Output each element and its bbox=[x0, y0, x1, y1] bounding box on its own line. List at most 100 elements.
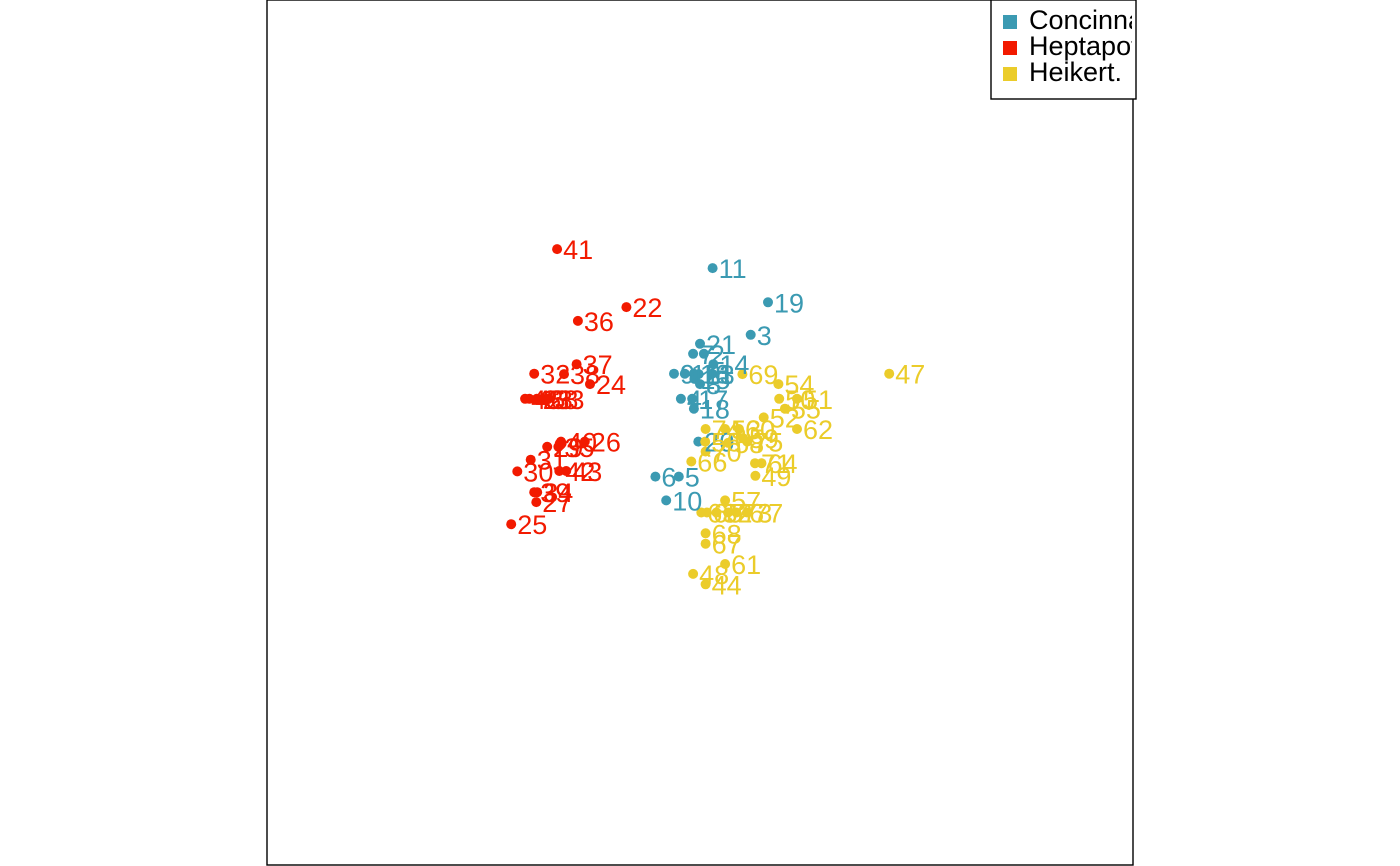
data-point bbox=[792, 393, 802, 404]
point-label: 39 bbox=[540, 478, 570, 508]
data-point bbox=[669, 368, 679, 379]
point-label: 55 bbox=[791, 395, 821, 425]
point-label: 46 bbox=[535, 385, 565, 415]
data-point bbox=[506, 519, 517, 530]
data-point bbox=[884, 368, 895, 379]
point-label: 63 bbox=[707, 499, 737, 529]
point-label: 62 bbox=[803, 415, 833, 445]
data-point bbox=[773, 379, 784, 390]
point-label: 74 bbox=[712, 415, 742, 445]
point-label: 25 bbox=[517, 510, 547, 540]
data-point bbox=[679, 368, 690, 379]
point-label: 26 bbox=[591, 428, 621, 458]
data-point bbox=[700, 528, 711, 539]
data-point bbox=[529, 368, 540, 379]
point-label: 48 bbox=[699, 560, 729, 590]
point-label: 27 bbox=[542, 488, 572, 518]
data-point bbox=[711, 507, 722, 518]
point-label: 45 bbox=[531, 385, 561, 415]
data-point bbox=[621, 302, 632, 313]
point-label: 20 bbox=[704, 428, 734, 458]
point-label: 33 bbox=[555, 385, 585, 415]
point-label: 32 bbox=[540, 360, 570, 390]
data-point bbox=[742, 436, 753, 447]
data-point bbox=[720, 424, 731, 434]
data-point bbox=[774, 393, 785, 404]
point-label: 65 bbox=[713, 499, 743, 529]
point-label: 50 bbox=[785, 385, 815, 415]
point-label: 57 bbox=[731, 486, 761, 516]
data-point bbox=[695, 338, 705, 349]
data-point bbox=[554, 466, 565, 476]
point-label: 71 bbox=[761, 449, 791, 479]
data-point bbox=[572, 315, 583, 326]
point-label: 6 bbox=[661, 463, 676, 493]
legend-swatch bbox=[1003, 15, 1017, 29]
data-point bbox=[542, 441, 553, 452]
points-layer bbox=[506, 244, 895, 590]
point-label: 7 bbox=[699, 340, 714, 370]
legend-swatch bbox=[1003, 41, 1017, 55]
data-point bbox=[745, 329, 756, 340]
data-point bbox=[688, 368, 699, 379]
data-point bbox=[661, 495, 672, 506]
point-label: 3 bbox=[757, 321, 772, 351]
point-label: 2 bbox=[710, 340, 725, 370]
point-label: 28 bbox=[548, 385, 578, 415]
data-point bbox=[688, 568, 699, 579]
data-point bbox=[585, 379, 595, 390]
data-point bbox=[531, 497, 542, 508]
point-label: 49 bbox=[761, 462, 791, 492]
data-point bbox=[750, 458, 760, 469]
point-label: 15 bbox=[700, 365, 730, 395]
point-label: 8 bbox=[706, 370, 721, 400]
data-point bbox=[673, 471, 684, 482]
point-label: 75 bbox=[753, 428, 783, 458]
point-label: 77 bbox=[753, 499, 783, 529]
data-point bbox=[701, 507, 712, 518]
data-point bbox=[700, 579, 711, 590]
point-label: 53 bbox=[731, 415, 761, 445]
point-label: 38 bbox=[570, 360, 600, 390]
point-label: 47 bbox=[895, 360, 925, 390]
data-point bbox=[543, 393, 554, 404]
data-point bbox=[700, 436, 711, 447]
data-point bbox=[737, 369, 748, 380]
point-label: 11 bbox=[719, 254, 747, 284]
point-label: 44 bbox=[712, 570, 742, 600]
data-point bbox=[688, 403, 699, 414]
point-label: 21 bbox=[706, 330, 736, 360]
data-point bbox=[650, 471, 661, 482]
data-point bbox=[561, 466, 572, 476]
data-point bbox=[723, 507, 734, 518]
data-point bbox=[675, 393, 686, 404]
point-label: 5 bbox=[685, 463, 700, 493]
data-point bbox=[524, 393, 535, 404]
point-label: 22 bbox=[632, 293, 662, 323]
data-point bbox=[556, 436, 566, 447]
data-point bbox=[700, 446, 711, 457]
point-label: 19 bbox=[774, 288, 804, 318]
point-label: 40 bbox=[567, 428, 597, 458]
data-point bbox=[698, 348, 709, 359]
point-label: 64 bbox=[768, 449, 798, 479]
data-point bbox=[529, 487, 540, 498]
point-label: 69 bbox=[748, 360, 778, 390]
legend-swatch bbox=[1003, 67, 1017, 81]
point-label: 12 bbox=[691, 360, 721, 390]
point-label: 70 bbox=[712, 438, 742, 468]
point-label: 56 bbox=[711, 428, 741, 458]
data-point bbox=[707, 368, 718, 379]
point-label: 67 bbox=[712, 530, 742, 560]
data-point bbox=[763, 297, 773, 308]
legend-label: Heikert. bbox=[1029, 57, 1122, 87]
point-label: 42 bbox=[565, 457, 595, 487]
point-label: 24 bbox=[596, 370, 626, 400]
data-point bbox=[552, 244, 563, 255]
point-label: 1 bbox=[718, 360, 733, 390]
legend-label: Heptapot. bbox=[1029, 31, 1146, 61]
point-label: 29 bbox=[553, 433, 583, 463]
data-point bbox=[720, 559, 731, 569]
point-label: 30 bbox=[523, 457, 553, 487]
